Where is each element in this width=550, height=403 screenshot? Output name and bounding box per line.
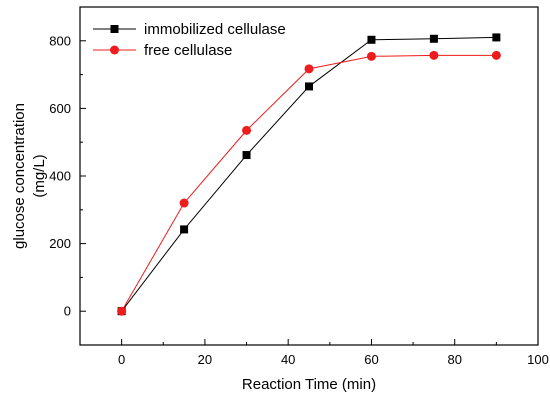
data-point-square <box>305 82 313 91</box>
x-tick-label: 0 <box>118 352 125 367</box>
data-point-square <box>242 151 251 160</box>
series-line <box>121 36 497 312</box>
data-point-circle <box>242 125 252 135</box>
data-point-circle <box>366 51 376 61</box>
x-tick-label: 100 <box>527 352 549 367</box>
legend-item-immobilized: immobilized cellulase <box>93 21 286 38</box>
data-point-square <box>180 225 189 234</box>
x-tick-label: 20 <box>198 352 212 367</box>
series-line <box>121 54 497 312</box>
y-tick-label: 600 <box>49 101 71 116</box>
y-tick-label: 800 <box>49 33 71 48</box>
legend-label-free: free cellulase <box>144 42 232 59</box>
legend-marker-square <box>110 25 119 33</box>
x-axis-ticks: 0 20 40 60 80 100 <box>79 339 549 367</box>
data-point-square <box>492 33 501 42</box>
series-immobilized-cellulase <box>117 33 501 316</box>
x-tick-label: 40 <box>281 352 295 367</box>
y-tick-label: 200 <box>49 236 71 251</box>
data-point-square <box>367 35 376 44</box>
x-tick-label: 80 <box>447 352 461 367</box>
y-tick-label: 400 <box>49 169 71 184</box>
data-point-square <box>429 34 438 43</box>
legend: immobilized cellulase free cellulase <box>93 21 286 59</box>
data-point-circle <box>491 50 501 60</box>
legend-marker-circle <box>110 45 119 55</box>
series-layer <box>117 33 501 316</box>
data-point-circle <box>429 50 439 60</box>
y-axis-ticks: 0 200 400 600 800 <box>49 33 86 319</box>
legend-label-immobilized: immobilized cellulase <box>144 21 286 38</box>
data-point-circle <box>179 198 189 208</box>
data-point-circle <box>117 306 127 316</box>
x-axis-title: Reaction Time (min) <box>242 376 376 393</box>
y-tick-label: 0 <box>64 304 71 319</box>
y-axis-title: glucose concentration (mg/L) <box>11 103 48 249</box>
y-axis-title-line1: glucose concentration <box>11 103 28 249</box>
x-tick-label: 60 <box>364 352 378 367</box>
series-free-cellulase <box>117 50 501 316</box>
data-point-circle <box>304 64 314 74</box>
plot-area: 0 20 40 60 80 100 0 200 400 600 800 <box>49 6 549 367</box>
legend-item-free: free cellulase <box>93 42 232 59</box>
y-axis-title-line2: (mg/L) <box>31 154 48 197</box>
